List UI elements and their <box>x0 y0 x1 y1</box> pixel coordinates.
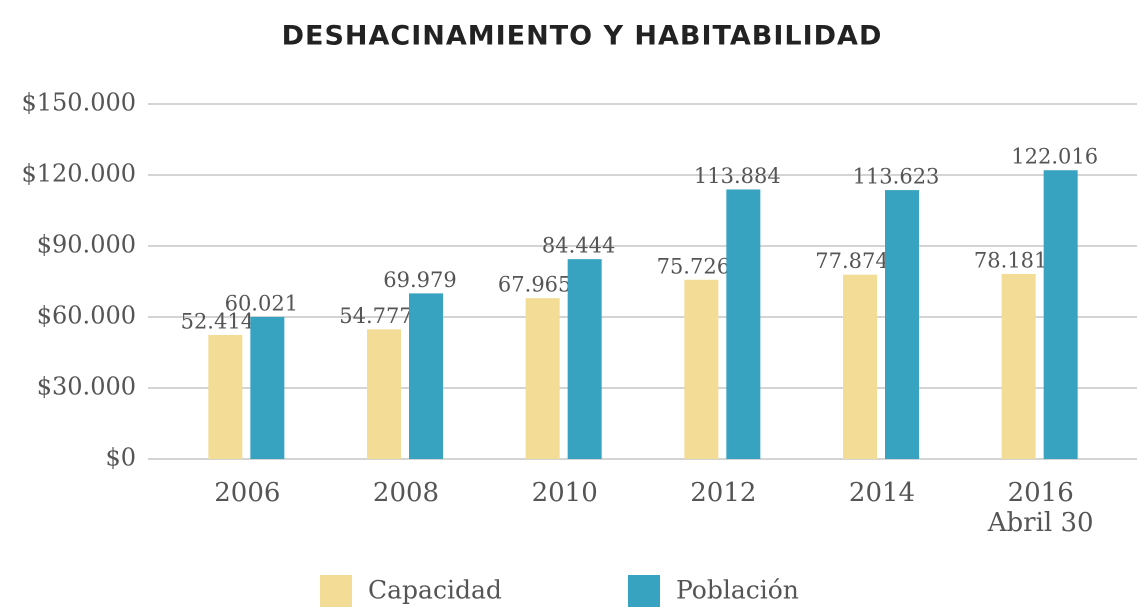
bar <box>567 259 602 459</box>
data-label: 54.777 <box>339 304 412 328</box>
y-tick-label: $120.000 <box>21 160 136 188</box>
data-label: 113.884 <box>694 164 781 188</box>
bar <box>525 298 560 459</box>
y-tick-label: $0 <box>105 444 136 472</box>
bar <box>409 293 443 459</box>
legend-label: Capacidad <box>368 576 502 605</box>
x-tick-label: 2012 <box>690 478 757 508</box>
x-tick-label: 2014 <box>848 478 916 508</box>
y-tick-label: $150.000 <box>21 89 136 117</box>
data-label: 67.965 <box>498 273 571 297</box>
bar <box>684 279 719 459</box>
y-tick-label: $30.000 <box>37 373 136 401</box>
bar <box>1001 273 1036 459</box>
data-label: 84.444 <box>542 234 615 258</box>
data-label: 52.414 <box>181 309 254 333</box>
data-label: 113.623 <box>853 165 940 189</box>
y-tick-label: $60.000 <box>37 302 136 330</box>
legend-swatch <box>628 575 660 607</box>
bar <box>726 189 761 459</box>
data-label: 75.726 <box>657 254 730 278</box>
x-tick-label: 2006 <box>214 478 281 508</box>
y-tick-label: $90.000 <box>37 231 136 259</box>
bar <box>208 334 243 459</box>
data-label: 77.874 <box>815 249 888 273</box>
data-label: 122.016 <box>1011 145 1098 169</box>
legend-label: Población <box>676 576 799 605</box>
x-tick-label: 2008 <box>372 478 440 508</box>
data-label: 78.181 <box>974 248 1047 272</box>
data-label: 69.979 <box>383 268 456 292</box>
bar <box>367 329 401 459</box>
bar <box>843 274 877 459</box>
data-label: 60.021 <box>225 291 298 315</box>
bar <box>250 316 285 459</box>
chart-title: DESHACINAMIENTO Y HABITABILIDAD <box>282 21 883 52</box>
bar <box>885 190 919 460</box>
legend-swatch <box>320 575 352 607</box>
x-tick-label: 2010 <box>531 478 598 508</box>
x-tick-label: 2016 Abril 30 <box>987 478 1094 538</box>
bar <box>1043 170 1078 459</box>
